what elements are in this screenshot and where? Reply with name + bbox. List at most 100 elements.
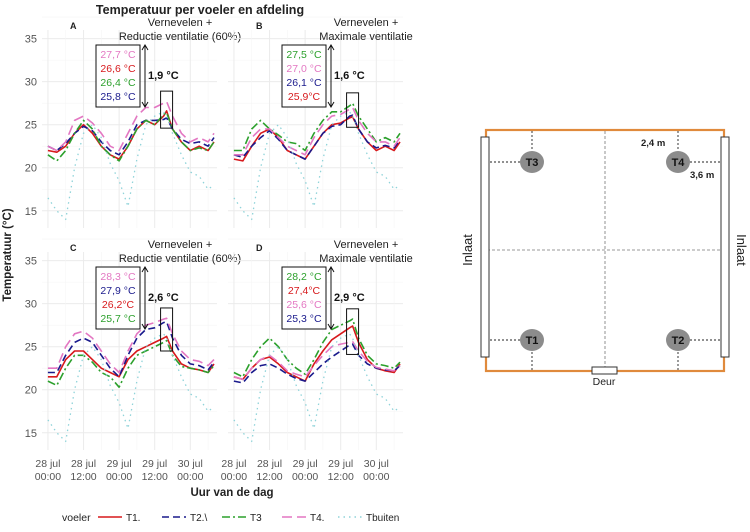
- x-tick-label: 00:00: [106, 471, 132, 483]
- peak-box: [160, 90, 174, 129]
- x-tick-label: 28 jul: [35, 458, 60, 470]
- panel-letter: A: [70, 21, 77, 31]
- inlet-left-label: Inlaat: [460, 234, 475, 266]
- panel-subtitle: Maximale ventilatie: [319, 253, 413, 265]
- peak-value-label: 28,3 °C: [100, 271, 136, 283]
- peak-value-label: 26,2°C: [102, 299, 135, 311]
- peak-values-box: [281, 266, 327, 330]
- delta-arrow-head: [327, 266, 335, 273]
- y-tick-label: 20: [25, 385, 37, 397]
- series-line-T4: [233, 340, 401, 381]
- peak-value-label: 25,7 °C: [100, 313, 136, 325]
- peak-value-label: 27,0 °C: [286, 63, 322, 75]
- x-tick-label: 29 jul: [142, 458, 167, 470]
- legend: voeler T1. T2.\ T3 T4. Tbuiten: [62, 512, 399, 524]
- peak-values-box: [95, 44, 141, 108]
- x-tick-label: 12:00: [256, 471, 282, 483]
- panel-A: 15 20 25 30 35 A Vernevelen + Reductie ventilat…: [25, 16, 241, 228]
- panel-subtitle: Reductie ventilatie (60%): [119, 253, 241, 265]
- svg-text:T2: T2: [672, 335, 685, 347]
- inlet-right-bar: [720, 136, 730, 358]
- series-line-Tbuiten: [47, 111, 215, 221]
- inlet-left-bar: [480, 136, 490, 358]
- x-tick-label: 00:00: [363, 471, 389, 483]
- x-tick-label: 29 jul: [107, 458, 132, 470]
- x-axis-label: Uur van de dag: [190, 487, 273, 499]
- panel-letter: D: [256, 243, 263, 253]
- y-tick-label: 25: [25, 342, 37, 354]
- peak-box: [160, 307, 174, 352]
- delta-label: 2,9 °C: [334, 292, 365, 304]
- chart-panels: 15 20 25 30 35 A Vernevelen + Reductie ventilat…: [25, 16, 413, 450]
- peak-box: [346, 92, 360, 128]
- panel-B: B Vernevelen + Maximale ventilatie 27,5 °C 2…: [228, 16, 413, 228]
- figure-title: Temperatuur per voeler en afdeling: [96, 3, 304, 17]
- x-tick-label: 29 jul: [293, 458, 318, 470]
- y-tick-label: 30: [25, 77, 37, 89]
- peak-value-label: 26,1 °C: [286, 77, 322, 89]
- series-line-T2: [47, 117, 215, 156]
- series-line-T2: [47, 320, 215, 378]
- dimension-vertical-label: 2,4 m: [641, 138, 665, 149]
- x-tick-label: 12:00: [142, 471, 168, 483]
- x-tick-label: 12:00: [328, 471, 354, 483]
- svg-text:T3: T3: [526, 157, 539, 169]
- peak-value-label: 26,4 °C: [100, 77, 136, 89]
- x-tick-label: 30 jul: [364, 458, 389, 470]
- series-line-T3: [47, 339, 215, 388]
- sensor-T1: T1: [520, 329, 544, 351]
- delta-arrow-head: [141, 323, 149, 330]
- delta-arrow-head: [327, 323, 335, 330]
- series-line-T3: [233, 318, 401, 378]
- x-tick-label: 29 jul: [328, 458, 353, 470]
- series-line-T2: [233, 114, 401, 160]
- y-tick-label: 35: [25, 256, 37, 268]
- y-tick-label: 15: [25, 206, 37, 218]
- legend-item-label: T4.: [310, 513, 324, 524]
- legend-item-label: T2.\: [190, 513, 207, 524]
- legend-item-label: T1.: [126, 513, 140, 524]
- door-label: Deur: [593, 376, 616, 388]
- distance-lines: [490, 131, 720, 370]
- panel-subtitle: Vernevelen +: [148, 17, 213, 29]
- panel-subtitle: Maximale ventilatie: [319, 31, 413, 43]
- delta-label: 1,6 °C: [334, 70, 365, 82]
- series-line-T4: [47, 100, 215, 152]
- delta-arrow-head: [327, 101, 335, 108]
- peak-values-box: [281, 44, 327, 108]
- legend-item-label: T3: [250, 513, 262, 524]
- peak-value-label: 25,8 °C: [100, 91, 136, 103]
- x-tick-label: 00:00: [292, 471, 318, 483]
- peak-values-box: [95, 266, 141, 330]
- y-tick-label: 15: [25, 428, 37, 440]
- panel-subtitle: Vernevelen +: [148, 239, 213, 251]
- svg-text:T4: T4: [672, 157, 686, 169]
- series-line-T4: [47, 317, 215, 374]
- panel-subtitle: Vernevelen +: [334, 239, 399, 251]
- y-tick-label: 20: [25, 163, 37, 175]
- sensor-T3: T3: [520, 151, 544, 173]
- panel-C: 15 20 25 30 35 C Vernevelen + Reductie ventilat…: [25, 238, 241, 450]
- peak-value-label: 27,4°C: [288, 285, 321, 297]
- dimension-horizontal-label: 3,6 m: [690, 170, 714, 181]
- peak-value-label: 28,2 °C: [286, 271, 322, 283]
- x-tick-label: 00:00: [177, 471, 203, 483]
- legend-title: voeler: [62, 512, 91, 524]
- delta-arrow-head: [141, 101, 149, 108]
- panel-letter: C: [70, 243, 77, 253]
- x-tick-label: 00:00: [221, 471, 247, 483]
- peak-value-label: 27,5 °C: [286, 49, 322, 61]
- floor-plan-diagram: Inlaat Inlaat Deur T3 T4 T1 T2 2,4 m 3,6…: [460, 128, 749, 388]
- y-axis-label: Temperatuur (°C): [2, 208, 14, 301]
- series-line-T4: [233, 106, 401, 156]
- delta-label: 1,9 °C: [148, 70, 179, 82]
- x-tick-label: 00:00: [35, 471, 61, 483]
- panel-subtitle: Reductie ventilatie (60%): [119, 31, 241, 43]
- peak-value-label: 27,7 °C: [100, 49, 136, 61]
- x-tick-label: 30 jul: [178, 458, 203, 470]
- x-tick-label: 12:00: [70, 471, 96, 483]
- x-tick-label: 28 jul: [221, 458, 246, 470]
- inlet-right-label: Inlaat: [734, 234, 749, 266]
